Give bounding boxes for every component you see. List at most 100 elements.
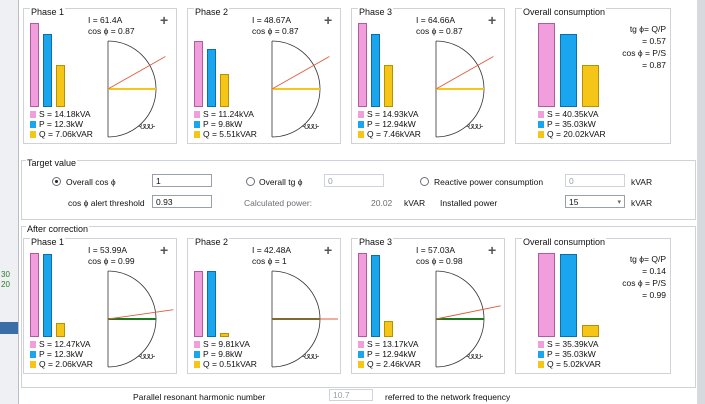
q-swatch [358, 131, 364, 139]
coil-icon: -ʊʊʊ- [302, 351, 319, 361]
q-power-bar [220, 74, 229, 107]
q-value: Q = 5.02kVAR [547, 359, 601, 369]
q-power-bar [384, 65, 393, 107]
p-value: P = 35.03kW [547, 119, 596, 129]
p-swatch [358, 121, 364, 129]
p-swatch [30, 351, 36, 359]
p-power-bar [371, 33, 380, 107]
panel-title: Overall consumption [522, 7, 607, 17]
coil-icon: -ʊʊʊ- [138, 351, 155, 361]
q-power-bar [220, 332, 229, 337]
phase-panel: Phase 3 I = 57.03A cos ϕ = 0.98 + -ʊʊʊ- S = 1… [351, 237, 505, 374]
s-value: S = 40.35kVA [547, 109, 599, 119]
q-value: Q = 2.06kVAR [39, 359, 93, 369]
panel-title: Phase 2 [194, 7, 230, 17]
phasor-diagram [107, 40, 166, 138]
current-info: I = 48.67A cos ϕ = 0.87 [252, 15, 299, 37]
s-value: S = 12.47kVA [39, 339, 91, 349]
tg-phi-label: tg ϕ= Q/P [629, 24, 666, 34]
tg-phi-value: = 0.14 [642, 266, 666, 276]
current-info: I = 61.4A cos ϕ = 0.87 [88, 15, 135, 37]
p-value: P = 12.3kW [39, 119, 84, 129]
s-swatch [30, 111, 36, 119]
p-value: P = 9.8kW [203, 119, 243, 129]
installed-power-label: Installed power [440, 198, 498, 208]
cos-phi-label: cos ϕ = P/S [622, 278, 666, 288]
legend-p: P = 9.8kW [194, 349, 257, 359]
q-power-bar [56, 65, 65, 107]
p-value: P = 12.3kW [39, 349, 84, 359]
cos-phi-value: cos ϕ = 0.87 [88, 26, 135, 36]
current-info: I = 64.66A cos ϕ = 0.87 [416, 15, 463, 37]
cos-target-input[interactable]: 1 [152, 174, 212, 187]
legend-s: S = 11.24kVA [194, 109, 257, 119]
s-swatch [538, 111, 544, 119]
phase-panel: Phase 3 I = 64.66A cos ϕ = 0.87 + -ʊʊʊ- S = 1… [351, 7, 505, 144]
calculated-power-label: Calculated power: [244, 198, 313, 208]
s-power-bar [194, 40, 203, 107]
legend-q: Q = 5.02kVAR [538, 359, 601, 369]
add-icon[interactable]: + [488, 242, 497, 258]
p-value: P = 9.8kW [203, 349, 243, 359]
add-icon[interactable]: + [324, 242, 333, 258]
calculated-power-unit: kVAR [404, 198, 426, 208]
legend-p: P = 35.03kW [538, 349, 601, 359]
power-legend: S = 14.93kVA P = 12.94kW Q = 7.46kVAR [358, 109, 421, 139]
q-swatch [194, 131, 200, 139]
legend-q: Q = 20.02kVAR [538, 129, 606, 139]
current-info: I = 57.03A cos ϕ = 0.98 [416, 245, 463, 267]
power-factor-window: Target value Overall cos ϕ 1 Overall tg … [18, 0, 699, 404]
overall-tg-radio[interactable] [246, 177, 255, 186]
p-swatch [30, 121, 36, 129]
s-swatch [358, 341, 364, 349]
background-window-edge: 30 20 [0, 0, 18, 404]
p-power-bar [371, 254, 380, 337]
reactive-consumption-radio[interactable] [420, 177, 429, 186]
cos-phi-value: = 0.87 [642, 60, 666, 70]
s-swatch [538, 341, 544, 349]
current-value: I = 42.48A [252, 245, 291, 255]
legend-s: S = 12.47kVA [30, 339, 93, 349]
chevron-down-icon: ▾ [617, 199, 621, 206]
p-value: P = 12.94kW [367, 119, 416, 129]
legend-q: Q = 2.46kVAR [358, 359, 421, 369]
q-swatch [30, 131, 36, 139]
phase-panel: Phase 1 I = 53.99A cos ϕ = 0.99 + -ʊʊʊ- S = 1… [23, 237, 177, 374]
overall-cos-radio[interactable] [52, 177, 61, 186]
harmonic-note: referred to the network frequency [385, 392, 511, 402]
current-value: I = 64.66A [416, 15, 455, 25]
add-icon[interactable]: + [488, 12, 497, 28]
s-power-bar [30, 253, 39, 337]
phase-panel: Phase 2 I = 42.48A cos ϕ = 1 + -ʊʊʊ- S = 9.81… [187, 237, 341, 374]
legend-q: Q = 2.06kVAR [30, 359, 93, 369]
reactive-consumption-input[interactable]: 0 [565, 174, 625, 187]
harmonic-row: Parallel resonant harmonic number 10.7 r… [19, 389, 698, 404]
panel-title: Phase 3 [358, 7, 394, 17]
s-swatch [358, 111, 364, 119]
p-power-bar [560, 33, 577, 107]
power-legend: S = 14.18kVA P = 12.3kW Q = 7.06kVAR [30, 109, 93, 139]
legend-p: P = 12.94kW [358, 349, 421, 359]
phase-panel: Phase 2 I = 48.67A cos ϕ = 0.87 + -ʊʊʊ- S = 1… [187, 7, 341, 144]
cos-phi-label: cos ϕ = P/S [622, 48, 666, 58]
s-swatch [194, 341, 200, 349]
background-text: 20 [1, 280, 10, 289]
tg-target-input[interactable]: 0 [324, 174, 384, 187]
s-swatch [194, 111, 200, 119]
s-value: S = 9.81kVA [203, 339, 250, 349]
overall-tg-label: Overall tg ϕ [259, 177, 303, 187]
s-power-bar [30, 23, 39, 107]
add-icon[interactable]: + [160, 12, 169, 28]
s-power-bar [538, 253, 555, 337]
legend-s: S = 13.17kVA [358, 339, 421, 349]
alert-threshold-input[interactable]: 0.93 [152, 195, 212, 208]
panel-title: Phase 2 [194, 237, 230, 247]
legend-s: S = 14.93kVA [358, 109, 421, 119]
overall-cos-label: Overall cos ϕ [66, 177, 116, 187]
installed-power-select[interactable]: 15 ▾ [565, 195, 625, 208]
add-icon[interactable]: + [160, 242, 169, 258]
s-value: S = 35.39kVA [547, 339, 599, 349]
q-swatch [30, 361, 36, 369]
background-tab [0, 322, 18, 334]
add-icon[interactable]: + [324, 12, 333, 28]
